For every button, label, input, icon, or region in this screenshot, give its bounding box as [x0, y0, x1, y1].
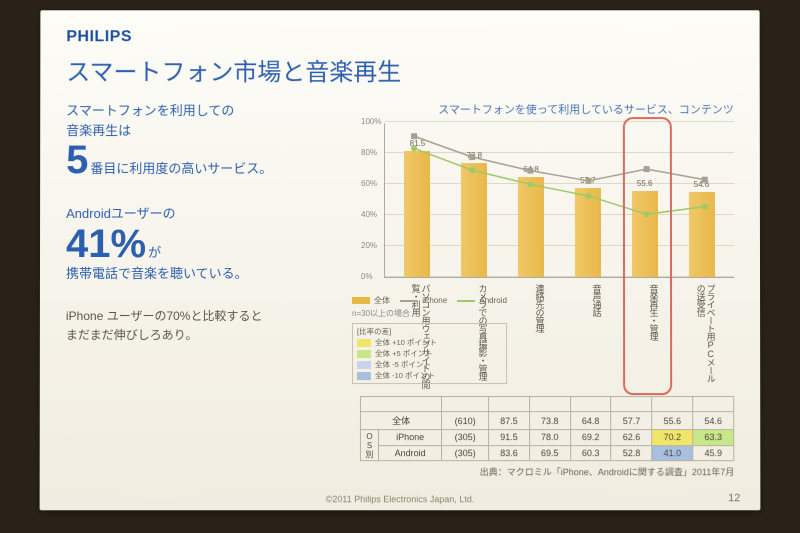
lead-line-1: スマートフォンを利用しての [66, 101, 346, 120]
foot-line-1: iPhone ユーザーの70%と比較すると [66, 307, 346, 326]
brand-logo: PHILIPS [66, 28, 733, 46]
foot-line-2: まだまだ伸びしろあり。 [66, 326, 346, 345]
legend-zentai: 全体 [374, 295, 390, 306]
data-table: 全体(610)87.573.864.857.755.654.6OS別iPhone… [360, 396, 734, 461]
legend-android: Android [479, 296, 507, 305]
note-n30: n=30以上の場合 [352, 308, 507, 319]
lead-line-4: Androidユーザーの [66, 204, 346, 223]
diff-legend: [比率の差]全体 +10 ポイント全体 +5 ポイント全体 -5 ポイント全体 … [352, 323, 507, 384]
left-column: スマートフォンを利用しての 音楽再生は 5番目に利用度の高いサービス。 Andr… [66, 101, 346, 478]
lead-line-2: 音楽再生は [66, 121, 346, 140]
lead-line-3: 番目に利用度の高いサービス。 [90, 161, 272, 176]
bar-chart: 0%20%40%60%80%100%81.573.864.857.755.654… [384, 123, 734, 278]
slide-title: スマートフォン市場と音楽再生 [66, 52, 733, 87]
page-number: 12 [728, 492, 740, 504]
big-number-41: 41% [66, 224, 146, 264]
source-citation: 出典：マクロミル「iPhone、Androidに関する調査」2011年7月 [360, 465, 734, 478]
lead-block-1: 5番目に利用度の高いサービス。 [66, 140, 346, 180]
copyright: ©2011 Philips Electronics Japan, Ltd. [40, 494, 761, 504]
chart-legend: 全体 iPhone Android n=30以上の場合 [比率の差]全体 +10… [352, 295, 507, 384]
lead-block-2: 41%が 携帯電話で音楽を聴いている。 [66, 224, 346, 283]
big-number-5: 5 [66, 140, 88, 180]
slide: PHILIPS スマートフォン市場と音楽再生 スマートフォンを利用しての 音楽再… [40, 10, 761, 510]
lead-line-6: 携帯電話で音楽を聴いている。 [66, 263, 346, 283]
lead-line-5: が [148, 245, 161, 260]
right-column: スマートフォンを使って利用しているサービス、コンテンツ 0%20%40%60%8… [360, 101, 734, 478]
chart-title: スマートフォンを使って利用しているサービス、コンテンツ [360, 101, 734, 117]
legend-iphone: iPhone [422, 296, 447, 305]
